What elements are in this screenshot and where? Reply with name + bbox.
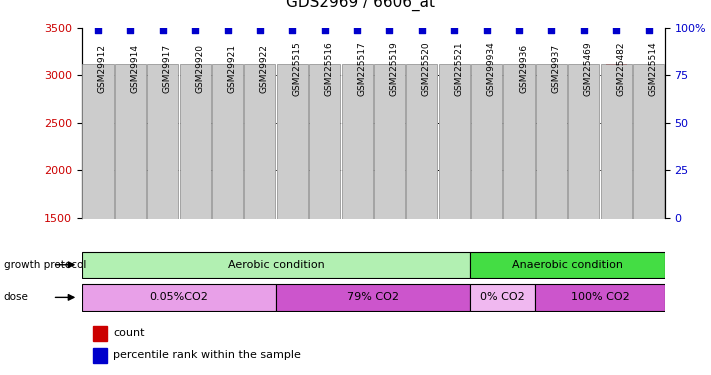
Text: Aerobic condition: Aerobic condition [228, 260, 324, 270]
Text: growth protocol: growth protocol [4, 260, 86, 270]
FancyBboxPatch shape [471, 64, 502, 219]
Text: GSM225516: GSM225516 [325, 41, 333, 96]
Bar [152, 182, 173, 218]
Text: GSM225514: GSM225514 [648, 41, 658, 96]
Bar [379, 214, 400, 217]
Bar [93, 348, 107, 363]
Point [611, 27, 622, 33]
Text: GSM225469: GSM225469 [584, 41, 593, 96]
Text: GSM29937: GSM29937 [552, 44, 560, 93]
Text: GSM29936: GSM29936 [519, 44, 528, 93]
Text: GSM29921: GSM29921 [228, 44, 237, 93]
FancyBboxPatch shape [471, 252, 665, 278]
FancyBboxPatch shape [536, 64, 567, 219]
Point [384, 27, 395, 33]
Bar [217, 176, 238, 218]
Bar [314, 188, 335, 218]
FancyBboxPatch shape [180, 64, 210, 219]
Bar [444, 202, 465, 217]
Point [578, 27, 589, 33]
Point [481, 27, 492, 33]
Text: GSM225482: GSM225482 [616, 41, 625, 96]
Point [319, 27, 331, 33]
FancyBboxPatch shape [82, 252, 471, 278]
Point [287, 27, 298, 33]
Text: GSM225517: GSM225517 [357, 41, 366, 96]
FancyBboxPatch shape [568, 64, 599, 219]
Text: dose: dose [4, 292, 28, 302]
FancyBboxPatch shape [245, 64, 275, 219]
Text: GSM299934: GSM299934 [486, 41, 496, 96]
Bar [638, 133, 659, 218]
Text: GSM225520: GSM225520 [422, 41, 431, 96]
Point [255, 27, 266, 33]
Point [513, 27, 525, 33]
FancyBboxPatch shape [503, 64, 535, 219]
Text: 0.05%CO2: 0.05%CO2 [149, 292, 208, 302]
Text: Anaerobic condition: Anaerobic condition [512, 260, 623, 270]
Point [189, 27, 201, 33]
Text: GSM225519: GSM225519 [390, 41, 398, 96]
FancyBboxPatch shape [406, 64, 437, 219]
Bar [250, 207, 270, 218]
Point [124, 27, 136, 33]
Text: GSM29914: GSM29914 [130, 44, 139, 93]
Bar [282, 187, 303, 218]
Point [351, 27, 363, 33]
FancyBboxPatch shape [276, 284, 471, 310]
Text: GSM225515: GSM225515 [292, 41, 301, 96]
FancyBboxPatch shape [601, 64, 632, 219]
Bar [606, 64, 626, 217]
Point [449, 27, 460, 33]
Point [416, 27, 427, 33]
Point [643, 27, 654, 33]
FancyBboxPatch shape [439, 64, 470, 219]
FancyBboxPatch shape [535, 284, 665, 310]
Text: count: count [113, 328, 145, 338]
Bar [87, 196, 109, 217]
FancyBboxPatch shape [212, 64, 243, 219]
Point [157, 27, 169, 33]
FancyBboxPatch shape [277, 64, 308, 219]
Text: 100% CO2: 100% CO2 [571, 292, 629, 302]
Bar [541, 79, 562, 218]
Bar [508, 201, 530, 217]
FancyBboxPatch shape [82, 64, 114, 219]
Point [222, 27, 233, 33]
Bar [120, 147, 141, 218]
FancyBboxPatch shape [341, 64, 373, 219]
FancyBboxPatch shape [374, 64, 405, 219]
Text: GSM29920: GSM29920 [195, 44, 204, 93]
Text: GDS2969 / 6606_at: GDS2969 / 6606_at [286, 0, 435, 11]
FancyBboxPatch shape [471, 284, 535, 310]
Text: GSM29912: GSM29912 [98, 44, 107, 93]
FancyBboxPatch shape [309, 64, 341, 219]
FancyBboxPatch shape [633, 64, 664, 219]
Bar [573, 160, 594, 218]
Bar [346, 200, 368, 217]
Text: 0% CO2: 0% CO2 [481, 292, 525, 302]
Point [92, 27, 104, 33]
Text: GSM29917: GSM29917 [163, 44, 172, 93]
FancyBboxPatch shape [114, 64, 146, 219]
Bar [93, 326, 107, 340]
Point [546, 27, 557, 33]
Text: GSM225521: GSM225521 [454, 41, 464, 96]
Bar [476, 174, 497, 217]
FancyBboxPatch shape [82, 284, 276, 310]
Text: GSM29922: GSM29922 [260, 44, 269, 93]
Text: 79% CO2: 79% CO2 [347, 292, 400, 302]
Bar [412, 204, 432, 218]
Text: percentile rank within the sample: percentile rank within the sample [113, 350, 301, 360]
Bar [185, 216, 205, 217]
FancyBboxPatch shape [147, 64, 178, 219]
